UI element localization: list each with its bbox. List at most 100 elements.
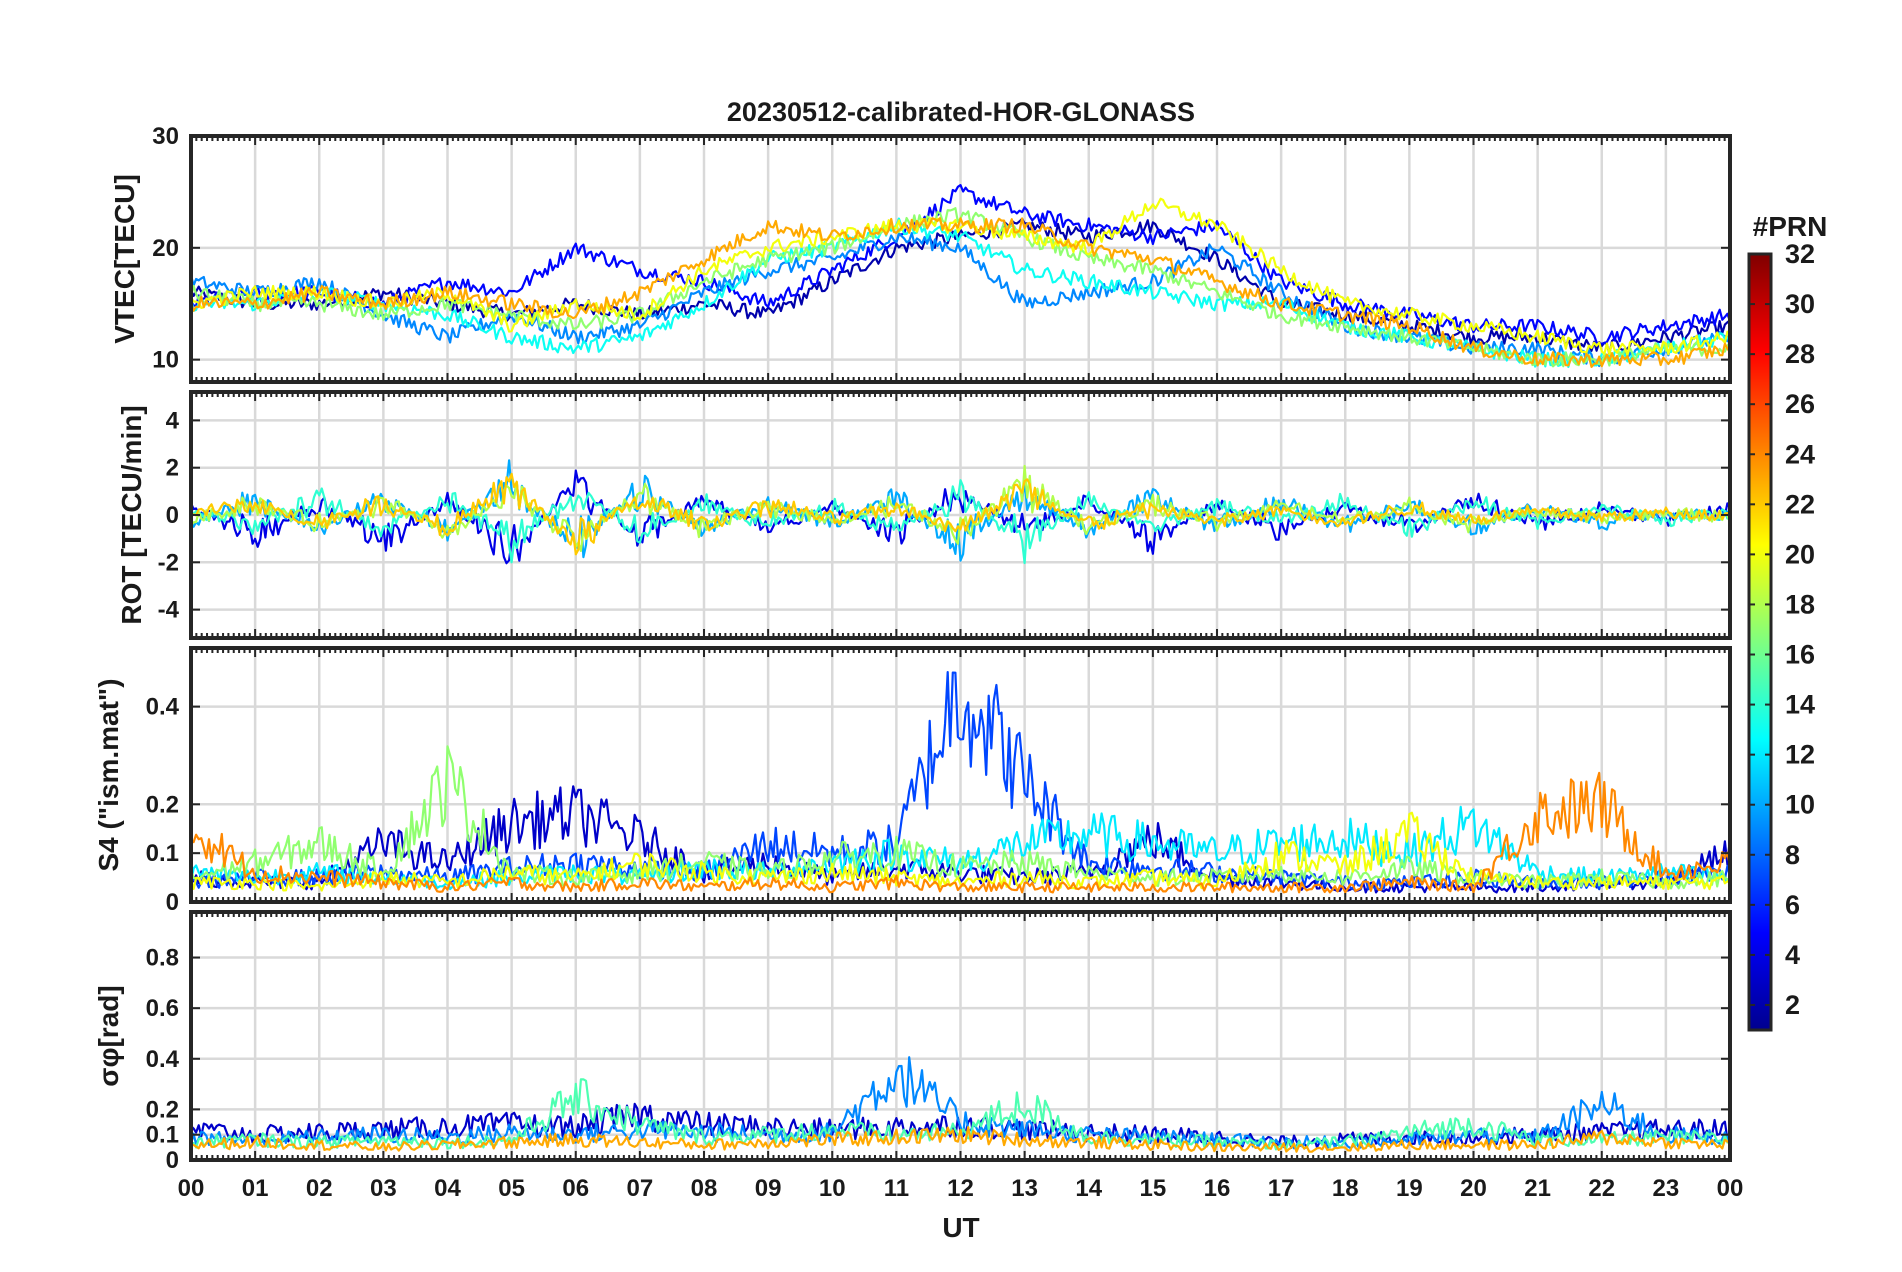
- colorbar-tick-label: 16: [1785, 640, 1815, 670]
- x-tick-label: 01: [242, 1175, 269, 1202]
- colorbar-tick-label: 6: [1785, 890, 1800, 920]
- sigma-phi-ytick-label: 0.8: [146, 945, 179, 972]
- x-tick-label: 11: [884, 1175, 909, 1202]
- rot-series-prn-14: [190, 479, 1732, 565]
- colorbar-tick-label: 26: [1785, 389, 1815, 419]
- sigma-phi-series: [189, 1056, 1732, 1153]
- colorbar-tick-label: 8: [1785, 840, 1800, 870]
- x-tick-label: 18: [1332, 1175, 1359, 1202]
- vtec-ytick-label: 10: [152, 347, 179, 374]
- colorbar-tick-label: 28: [1785, 339, 1815, 369]
- x-tick-labels: 00 01 02 03 04 05 06 07 08 09 10 11 12 13 14 15 16 17 18 19…: [178, 1175, 1744, 1202]
- sigma-phi-ytick-label: 0.2: [146, 1096, 179, 1123]
- sigma-phi-series-prn-23: [190, 1126, 1731, 1153]
- x-tick-label: 00: [178, 1175, 205, 1202]
- x-tick-label: 05: [498, 1175, 525, 1202]
- sigma-phi-ylabel: σφ[rad]: [93, 985, 124, 1086]
- vtec-ylabel: VTEC[TECU]: [109, 174, 140, 344]
- s4-series-prn-24: [190, 771, 1732, 894]
- x-tick-label: 14: [1075, 1175, 1102, 1202]
- x-tick-label: 06: [562, 1175, 589, 1202]
- x-tick-label: 21: [1524, 1175, 1551, 1202]
- x-tick-label: 15: [1140, 1175, 1167, 1202]
- sigma-phi-grid: [191, 912, 1730, 1160]
- rot-ytick-label: 4: [166, 407, 180, 434]
- s4-frame: [189, 646, 1732, 904]
- rot-series-prn-10: [189, 459, 1732, 562]
- rot-series-prn-22: [190, 472, 1731, 556]
- chart-title: 20230512-calibrated-HOR-GLONASS: [727, 97, 1195, 127]
- x-tick-label: 16: [1204, 1175, 1231, 1202]
- colorbar-tick-label: 30: [1785, 289, 1815, 319]
- rot-frame: [189, 390, 1732, 640]
- colorbar-tick-label: 20: [1785, 539, 1815, 569]
- x-tick-label: 04: [434, 1175, 461, 1202]
- x-tick-label: 12: [947, 1175, 974, 1202]
- rot-series-prn-18: [190, 464, 1732, 553]
- x-axis-label: UT: [942, 1212, 979, 1243]
- s4-ytick-label: 0: [166, 889, 179, 916]
- rot-ylabel: ROT [TECU/min]: [116, 405, 147, 624]
- colorbar-tick-label: 10: [1785, 790, 1815, 820]
- rot-ytick-label: 2: [166, 455, 179, 482]
- rot-ytick-labels: -4 -2 0 2 4: [158, 407, 180, 623]
- s4-ytick-label: 0.2: [146, 791, 179, 818]
- x-tick-label: 09: [755, 1175, 782, 1202]
- vtec-ytick-labels: 10 20 30: [152, 123, 179, 374]
- x-tick-label: 08: [691, 1175, 718, 1202]
- x-tick-label: 03: [370, 1175, 397, 1202]
- s4-grid: [191, 648, 1730, 902]
- colorbar-bar: [1747, 252, 1773, 1032]
- colorbar-tick-label: 4: [1785, 940, 1800, 970]
- sigma-phi-frame: [189, 910, 1732, 1162]
- rot-grid: [191, 392, 1730, 638]
- colorbar-label: #PRN: [1753, 211, 1828, 242]
- sigma-phi-ytick-label: 0.4: [146, 1046, 180, 1073]
- rot-ytick-label: -4: [158, 597, 180, 624]
- s4-ytick-labels: 0 0.1 0.2 0.4: [146, 694, 180, 916]
- colorbar-tick-label: 32: [1785, 239, 1815, 269]
- x-tick-label: 00: [1717, 1175, 1744, 1202]
- colorbar-tick-label: 14: [1785, 690, 1815, 720]
- panel-s4: 0 0.1 0.2 0.4 S4 ("ism.mat"): [93, 646, 1732, 916]
- vtec-series: [189, 184, 1732, 368]
- sigma-phi-ytick-label: 0.1: [146, 1122, 179, 1149]
- panel-rot: -4 -2 0 2 4 ROT [TECU/min]: [116, 390, 1732, 640]
- vtec-series-prn-23: [189, 217, 1731, 368]
- colorbar-tick-label: 24: [1785, 439, 1815, 469]
- s4-ytick-label: 0.1: [146, 840, 179, 867]
- x-tick-label: 07: [627, 1175, 654, 1202]
- rot-ytick-label: 0: [166, 502, 179, 529]
- s4-series-prn-12: [189, 805, 1731, 891]
- sigma-phi-ytick-label: 0: [166, 1147, 179, 1174]
- s4-ylabel: S4 ("ism.mat"): [93, 678, 124, 871]
- panel-sigma-phi: 00.10.2 0.4 0.6 0.8 σφ[rad]: [93, 910, 1732, 1174]
- x-tick-label: 13: [1011, 1175, 1038, 1202]
- s4-series: [189, 670, 1732, 894]
- vtec-series-prn-5: [190, 184, 1732, 345]
- rot-ytick-label: -2: [158, 549, 179, 576]
- x-tick-label: 10: [819, 1175, 846, 1202]
- rot-series: [189, 459, 1732, 565]
- colorbar-tick-label: 18: [1785, 589, 1815, 619]
- colorbar-tick-label: 2: [1785, 990, 1800, 1020]
- colorbar-tick-label: 12: [1785, 740, 1815, 770]
- x-tick-label: 23: [1653, 1175, 1680, 1202]
- x-tick-label: 17: [1268, 1175, 1295, 1202]
- vtec-ytick-label: 20: [152, 235, 179, 262]
- panel-vtec: 10 20 30 VTEC[TECU]: [109, 123, 1732, 384]
- sigma-phi-ytick-labels: 00.10.2 0.4 0.6 0.8: [146, 945, 180, 1174]
- colorbar-tick-label: 22: [1785, 489, 1815, 519]
- x-tick-label: 22: [1588, 1175, 1615, 1202]
- s4-series-prn-20: [189, 811, 1731, 892]
- s4-ytick-label: 0.4: [146, 694, 180, 721]
- x-tick-label: 02: [306, 1175, 333, 1202]
- sigma-phi-ytick-label: 0.6: [146, 995, 179, 1022]
- x-tick-label: 19: [1396, 1175, 1423, 1202]
- vtec-ytick-label: 30: [152, 123, 179, 150]
- x-tick-label: 20: [1460, 1175, 1487, 1202]
- vtec-frame: [189, 134, 1732, 384]
